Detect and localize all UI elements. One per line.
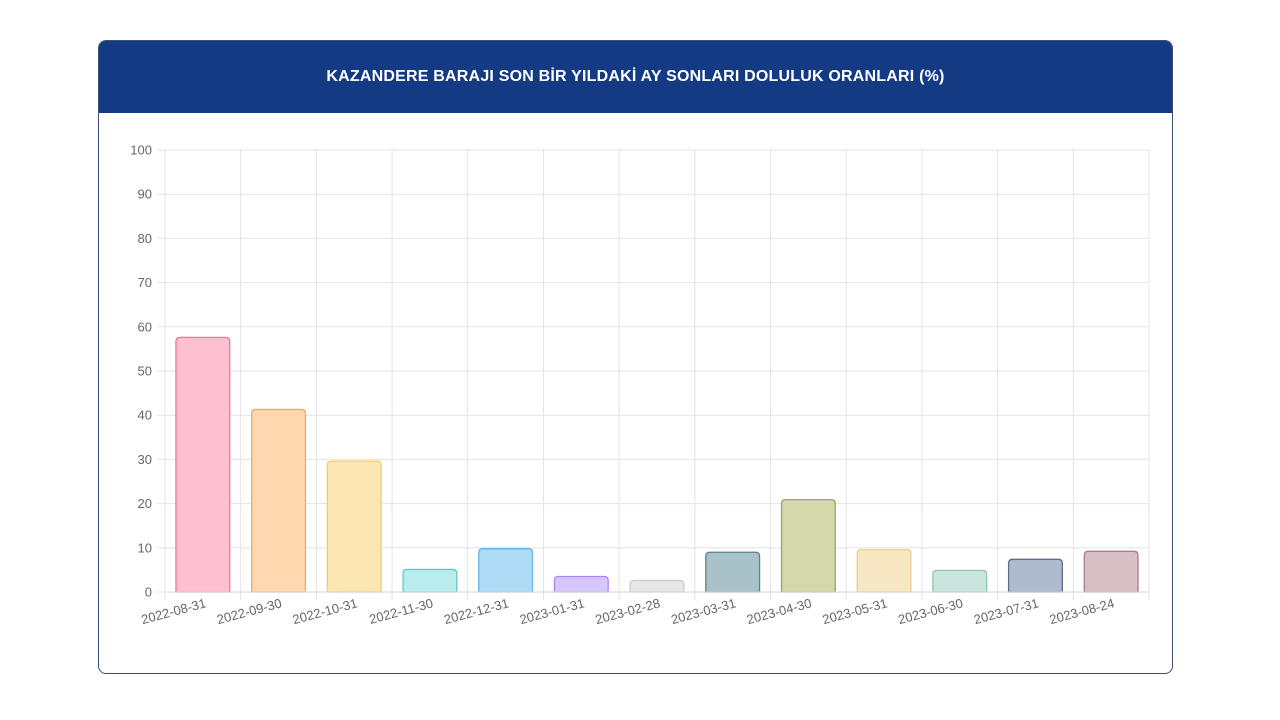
x-tick-label: 2023-03-31 — [669, 595, 737, 627]
y-tick-label: 50 — [138, 364, 152, 379]
y-tick-label: 20 — [138, 496, 152, 511]
y-tick-label: 100 — [130, 143, 152, 158]
x-tick-label: 2023-05-31 — [821, 595, 889, 627]
bar-2022-11-30 — [402, 568, 458, 593]
bar-2022-12-31 — [478, 548, 534, 593]
bar-2023-06-30 — [932, 569, 988, 593]
y-tick-label: 0 — [145, 585, 152, 600]
x-tick-label: 2023-06-30 — [896, 595, 964, 627]
y-tick-label: 30 — [138, 452, 152, 467]
x-tick-label: 2023-04-30 — [745, 595, 813, 627]
x-tick-label: 2022-12-31 — [442, 595, 510, 627]
y-tick-label: 10 — [138, 540, 152, 555]
bar-2022-09-30 — [251, 408, 307, 593]
bar-2023-02-28 — [629, 579, 685, 593]
x-tick-label: 2023-02-28 — [594, 595, 662, 627]
x-tick-label: 2022-09-30 — [215, 595, 283, 627]
bar-2023-08-24 — [1083, 550, 1139, 593]
x-tick-label: 2023-01-31 — [518, 595, 586, 627]
bar-2023-01-31 — [553, 575, 609, 593]
y-tick-label: 90 — [138, 187, 152, 202]
x-tick-label: 2022-11-30 — [368, 595, 435, 626]
x-tick-label: 2022-08-31 — [140, 595, 208, 627]
bar-2023-03-31 — [705, 551, 761, 593]
x-tick-label: 2022-10-31 — [291, 595, 359, 627]
bar-2023-04-30 — [780, 498, 836, 593]
x-tick-label: 2023-07-31 — [972, 595, 1040, 627]
bar-2022-10-31 — [326, 460, 382, 593]
y-tick-label: 60 — [138, 319, 152, 334]
x-tick-label: 2023-08-24 — [1048, 595, 1116, 627]
y-tick-label: 80 — [138, 231, 152, 246]
bar-2023-05-31 — [856, 548, 912, 593]
y-tick-label: 70 — [138, 275, 152, 290]
bar-2022-08-31 — [175, 336, 231, 593]
chart-header: KAZANDERE BARAJI SON BİR YILDAKİ AY SONL… — [99, 41, 1172, 113]
chart-title: KAZANDERE BARAJI SON BİR YILDAKİ AY SONL… — [326, 68, 945, 85]
bar-2023-07-31 — [1007, 558, 1063, 593]
y-tick-label: 40 — [138, 408, 152, 423]
